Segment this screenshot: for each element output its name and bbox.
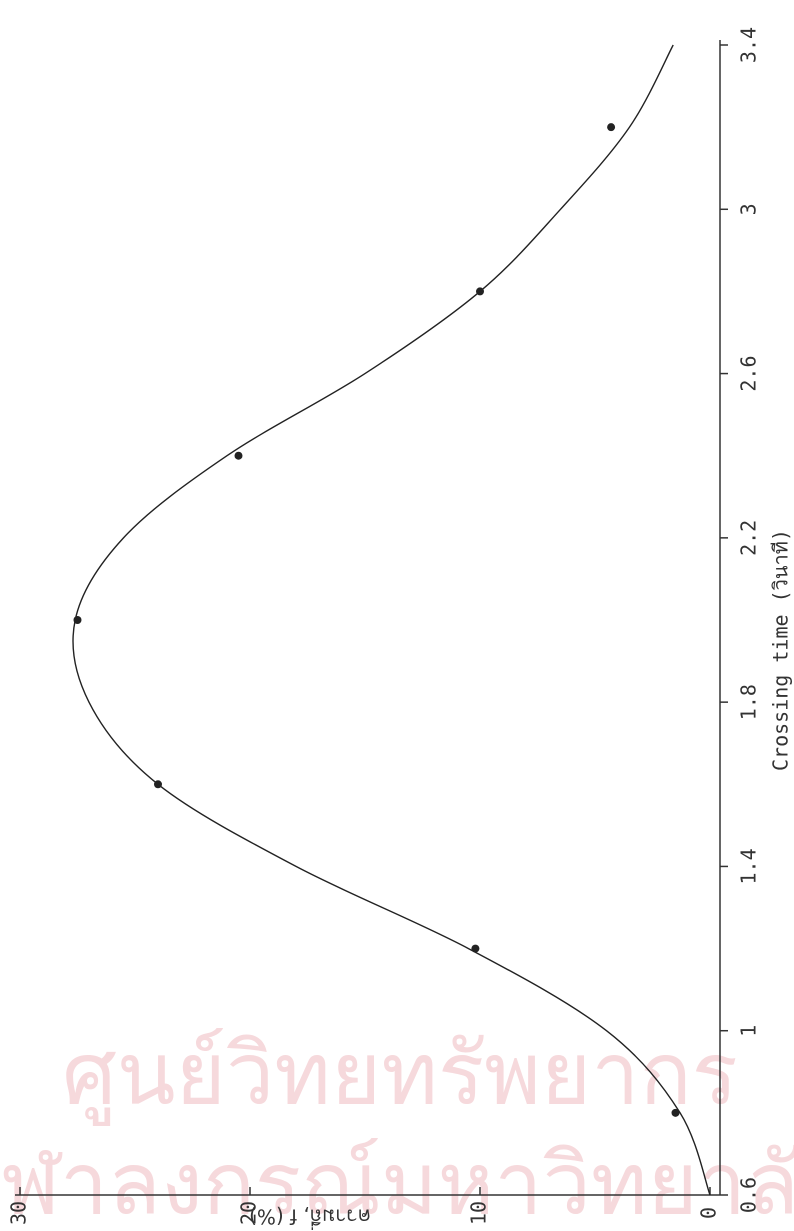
x-tick-label: 3 xyxy=(737,203,761,215)
x-tick-label: 0.6 xyxy=(737,1177,761,1213)
y-tick-label: 0 xyxy=(697,1207,721,1219)
watermark: ศูนย์วิทยทรัพยากร xyxy=(62,1024,738,1126)
x-tick-label: 1.4 xyxy=(737,848,761,884)
x-tick-label: 1.8 xyxy=(737,684,761,720)
data-point xyxy=(471,945,479,953)
x-tick-label: 3.4 xyxy=(737,27,761,63)
y-tick-label: 30 xyxy=(7,1201,31,1225)
data-point xyxy=(476,287,484,295)
y-tick-label: 10 xyxy=(467,1201,491,1225)
x-tick-label: 2.6 xyxy=(737,356,761,392)
chart: ศูนย์วิทยทรัพยากร จุฬาลงกรณ์มหาวิทยาลัย … xyxy=(0,0,794,1231)
x-tick-label: 2.2 xyxy=(737,520,761,556)
data-point xyxy=(235,452,243,460)
fitted-curve xyxy=(73,45,710,1195)
x-axis-label: Crossing time (วินาที) xyxy=(769,529,793,771)
data-point xyxy=(672,1109,680,1117)
data-point xyxy=(154,780,162,788)
data-point xyxy=(607,123,615,131)
watermark: จุฬาลงกรณ์มหาวิทยาลัย xyxy=(0,1134,794,1231)
y-axis-label: ความถี่, f (%) xyxy=(249,1205,371,1231)
x-tick-label: 1 xyxy=(737,1025,761,1037)
data-point xyxy=(74,616,82,624)
